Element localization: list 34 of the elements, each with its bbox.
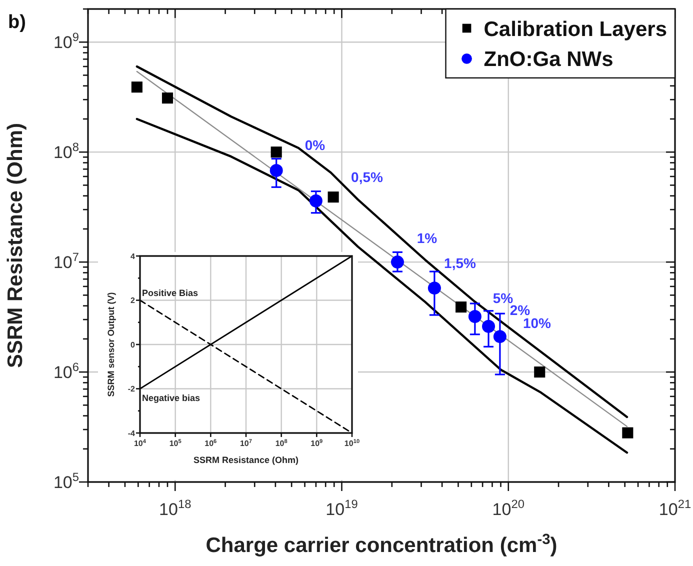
x-tick-label: 10$^{20}$ [492,497,525,519]
y-tick-label: 10$^{7}$ [53,250,80,272]
y-tick-label: 10$^{9}$ [53,30,80,52]
y-tick-label: 0 [130,340,136,350]
annotation: Negative bias [142,393,200,403]
x-tick-label: 10$^{18}$ [159,497,192,519]
x-tick-label: 10$^{21}$ [658,497,692,519]
y-tick-label: -4 [128,428,136,438]
legend-label: ZnO:Ga NWs [484,48,614,72]
x-tick-label: 10$^{10}$ [344,439,360,448]
chart-title: b) [8,12,26,33]
legend-label: Calibration Layers [484,18,667,41]
x-tick-label: 10$^{19}$ [326,497,358,519]
annotation: Positive Bias [142,288,198,298]
y-tick-label: 10$^{6}$ [53,360,80,382]
annotation: 0,5% [351,168,384,185]
annotation: 1,5% [444,254,476,271]
annotation: 0% [304,136,326,153]
x-tick-label: 10$^{8}$ [275,439,288,448]
y-tick-label: 10$^{8}$ [53,140,80,162]
x-tick-label: 10$^{7}$ [240,439,252,448]
x-tick-label: 10$^{4}$ [134,439,147,448]
y-axis-title: SSRM sensor Output (V) [106,292,116,397]
y-tick-label: 10$^{5}$ [53,470,80,492]
y-tick-label: 4 [130,252,136,261]
x-tick-label: 10$^{9}$ [310,439,323,448]
x-tick-label: 10$^{6}$ [204,439,217,448]
annotation: 1% [416,230,438,246]
x-axis-title: SSRM Resistance (Ohm) [193,455,299,465]
y-axis-title: SSRM Resistance (Ohm) [4,122,27,368]
y-tick-label: -2 [128,384,136,394]
x-axis-title: Charge carrier concentration (cm$^{-3}$) [206,532,558,557]
y-tick-label: 2 [130,296,136,306]
x-tick-label: 10$^{5}$ [169,439,182,448]
